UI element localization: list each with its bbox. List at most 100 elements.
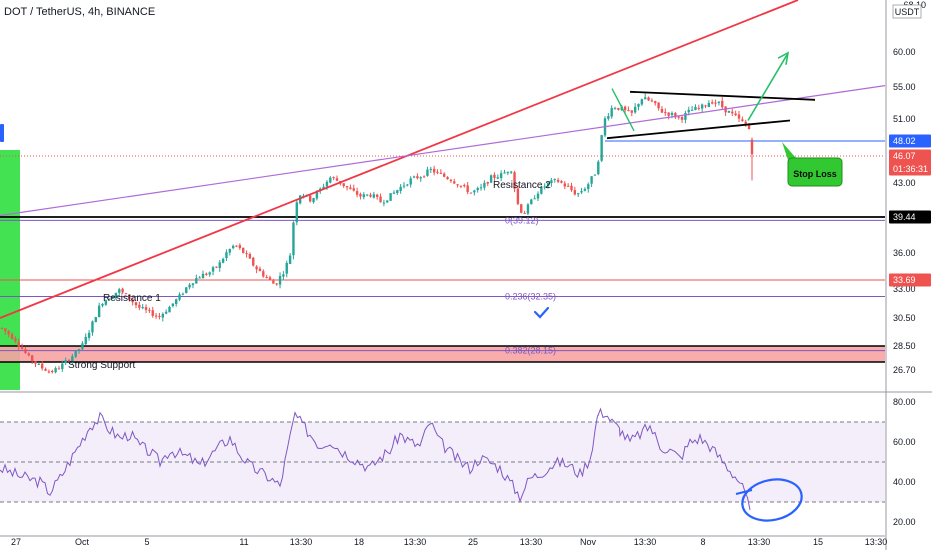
candle-body: [41, 363, 44, 369]
candle-body: [389, 193, 392, 201]
candle-body: [292, 222, 295, 256]
candle-body: [181, 293, 185, 295]
candle-body: [593, 174, 597, 176]
candle-body: [530, 199, 533, 205]
candle-body: [332, 177, 335, 179]
currency-box[interactable]: [892, 4, 922, 19]
candle-body: [355, 191, 359, 195]
candle-body: [694, 106, 697, 110]
candle-body: [426, 169, 429, 176]
time-tick-label: Nov: [580, 537, 597, 547]
candle-body: [171, 303, 175, 307]
candle-body: [627, 110, 630, 112]
candle-body: [607, 116, 610, 119]
candle-body: [412, 176, 416, 178]
candle-body: [409, 178, 412, 185]
candle-body: [449, 179, 453, 182]
candle-body: [459, 185, 463, 187]
candle-body: [379, 196, 382, 203]
time-tick-label: 13:30: [290, 537, 313, 547]
candle-body: [503, 172, 506, 174]
candle-body: [496, 177, 499, 179]
candle-body: [365, 194, 369, 196]
candle-body: [158, 315, 161, 317]
candle-body: [402, 185, 406, 187]
candle-body: [747, 124, 751, 130]
candle-body: [372, 194, 376, 198]
purple-trendline[interactable]: [0, 85, 886, 217]
candle-body: [711, 102, 714, 104]
candle-body: [392, 192, 396, 194]
candle-body: [633, 106, 637, 113]
triangle-upper-line[interactable]: [629, 90, 816, 101]
currency-label: USDT: [895, 7, 920, 17]
candle-body: [34, 361, 37, 364]
candle-body: [590, 176, 593, 184]
candle-body: [577, 193, 580, 195]
left-marker[interactable]: [0, 124, 4, 142]
candle-body: [386, 200, 389, 203]
candle-body: [479, 187, 483, 189]
candle-body: [94, 317, 97, 323]
candle-body: [312, 198, 315, 203]
candle-body: [104, 300, 108, 305]
green-line-down: [611, 88, 635, 132]
candle-body: [352, 188, 355, 191]
candle-body: [516, 188, 520, 204]
candle-body: [225, 252, 228, 259]
candle-body: [664, 112, 667, 114]
candle-body: [161, 313, 164, 318]
rsi-line: [0, 407, 751, 511]
candle-body: [741, 119, 744, 122]
candle-body: [71, 356, 74, 362]
stop-loss-callout-tail: [782, 142, 796, 160]
triangle-lower-line[interactable]: [606, 119, 791, 140]
candle-body: [613, 108, 617, 110]
candle-body: [242, 247, 245, 253]
candle-body: [7, 331, 10, 335]
candle-body: [550, 180, 553, 183]
time-tick-label: Oct: [75, 537, 90, 547]
candle-body: [443, 173, 446, 177]
candle-body: [483, 182, 486, 188]
candle-body: [463, 185, 466, 187]
candle-body: [556, 179, 560, 182]
red-trendline[interactable]: [0, 0, 799, 319]
candle-body: [697, 107, 700, 109]
price-tag: [889, 210, 931, 224]
candle-body: [30, 355, 34, 362]
candle-body: [268, 277, 272, 280]
candle-body: [97, 305, 101, 318]
candle-body: [4, 328, 7, 332]
candle-body: [205, 273, 208, 275]
price-tick-label: 28.50: [893, 341, 916, 351]
strong-support-label: Strong Support: [68, 360, 135, 371]
candle-body: [201, 273, 205, 279]
candle-body: [215, 266, 218, 268]
candle-body: [81, 343, 84, 350]
candle-body: [175, 299, 178, 305]
stop-loss-box[interactable]: [787, 157, 843, 187]
candle-body: [362, 194, 365, 198]
resistance-2-label: Resistance 2: [493, 180, 551, 191]
candle-body: [610, 108, 613, 117]
candle-body: [399, 186, 402, 192]
candle-body: [560, 181, 563, 183]
candle-body: [453, 181, 456, 184]
candle-body: [369, 194, 372, 197]
rsi-circle-tail: [735, 489, 753, 495]
candle-body: [335, 178, 339, 181]
candle-body: [342, 183, 345, 187]
candle-body: [640, 99, 644, 105]
candle-body: [456, 184, 459, 186]
candle-body: [520, 204, 523, 213]
candle-body: [707, 103, 711, 108]
candle-body: [77, 349, 81, 351]
price-tag-label: 33.69: [893, 275, 916, 285]
candle-body: [265, 277, 268, 279]
time-tick-label: 5: [144, 537, 149, 547]
candle-body: [690, 109, 694, 111]
candle-body: [185, 287, 188, 293]
candle-body: [295, 202, 298, 223]
